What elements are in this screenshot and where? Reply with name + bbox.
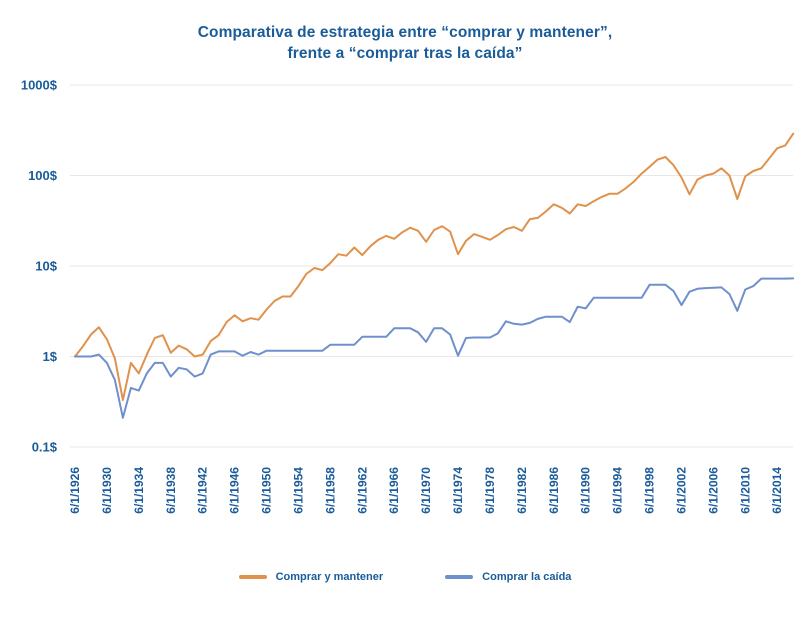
series-line-comprar-y-mantener (74, 132, 795, 402)
x-axis-tick-label: 6/1/1990 (579, 467, 593, 514)
chart-title-line-1: Comparativa de estrategia entre “comprar… (197, 24, 613, 41)
x-axis-tick-label: 6/1/1926 (68, 467, 82, 514)
x-axis-tick-label: 6/1/1938 (164, 467, 178, 514)
x-axis-tick-label: 6/1/1954 (291, 467, 305, 514)
x-axis-tick-label: 6/1/2014 (770, 467, 784, 514)
series-line-comprar-la-caida (74, 277, 795, 419)
x-axis-tick-label: 6/1/1966 (387, 467, 401, 514)
x-axis-tick-label: 6/1/1946 (228, 467, 242, 514)
legend-label-comprar-la-caida: Comprar la caída (482, 571, 572, 583)
y-axis-tick-label: 100$ (28, 168, 58, 183)
chart-legend: Comprar y mantener Comprar la caída (0, 571, 810, 583)
x-axis-tick-label: 6/1/1958 (323, 467, 337, 514)
legend-swatch-orange-line-icon (238, 575, 267, 579)
x-axis-tick-label: 6/1/1970 (419, 467, 433, 514)
legend-item-comprar-y-mantener: Comprar y mantener (238, 571, 384, 583)
x-axis-tick-label: 6/1/1962 (355, 467, 369, 514)
x-axis-tick-label: 6/1/1994 (611, 467, 625, 514)
y-axis-tick-label: 0.1$ (32, 440, 58, 455)
legend-item-comprar-la-caida: Comprar la caída (445, 571, 571, 583)
x-axis-tick-label: 6/1/1942 (196, 467, 210, 514)
chart-title-line-2: frente a “comprar tras la caída” (287, 45, 523, 62)
x-axis-tick-label: 6/1/1978 (483, 467, 497, 514)
x-axis-tick-label: 6/1/1974 (451, 467, 465, 514)
x-axis-tick-label: 6/1/1982 (515, 467, 529, 514)
legend-swatch-blue-line-icon (445, 575, 474, 579)
x-axis-tick-label: 6/1/1934 (132, 467, 146, 514)
x-axis-tick-label: 6/1/1998 (643, 467, 657, 514)
x-axis-tick-label: 6/1/2006 (706, 467, 720, 514)
chart-title: Comparativa de estrategia entre “comprar… (0, 22, 810, 64)
x-axis-tick-label: 6/1/2002 (675, 467, 689, 514)
y-axis-tick-label: 1000$ (21, 78, 58, 93)
x-axis-tick-label: 6/1/1986 (547, 467, 561, 514)
x-axis-tick-label: 6/1/2010 (738, 467, 752, 514)
y-axis-tick-label: 1$ (43, 349, 58, 364)
x-axis-tick-label: 6/1/1930 (100, 467, 114, 514)
x-axis-tick-label: 6/1/1950 (260, 467, 274, 514)
legend-label-comprar-y-mantener: Comprar y mantener (275, 571, 384, 583)
y-axis-tick-label: 10$ (35, 259, 57, 274)
